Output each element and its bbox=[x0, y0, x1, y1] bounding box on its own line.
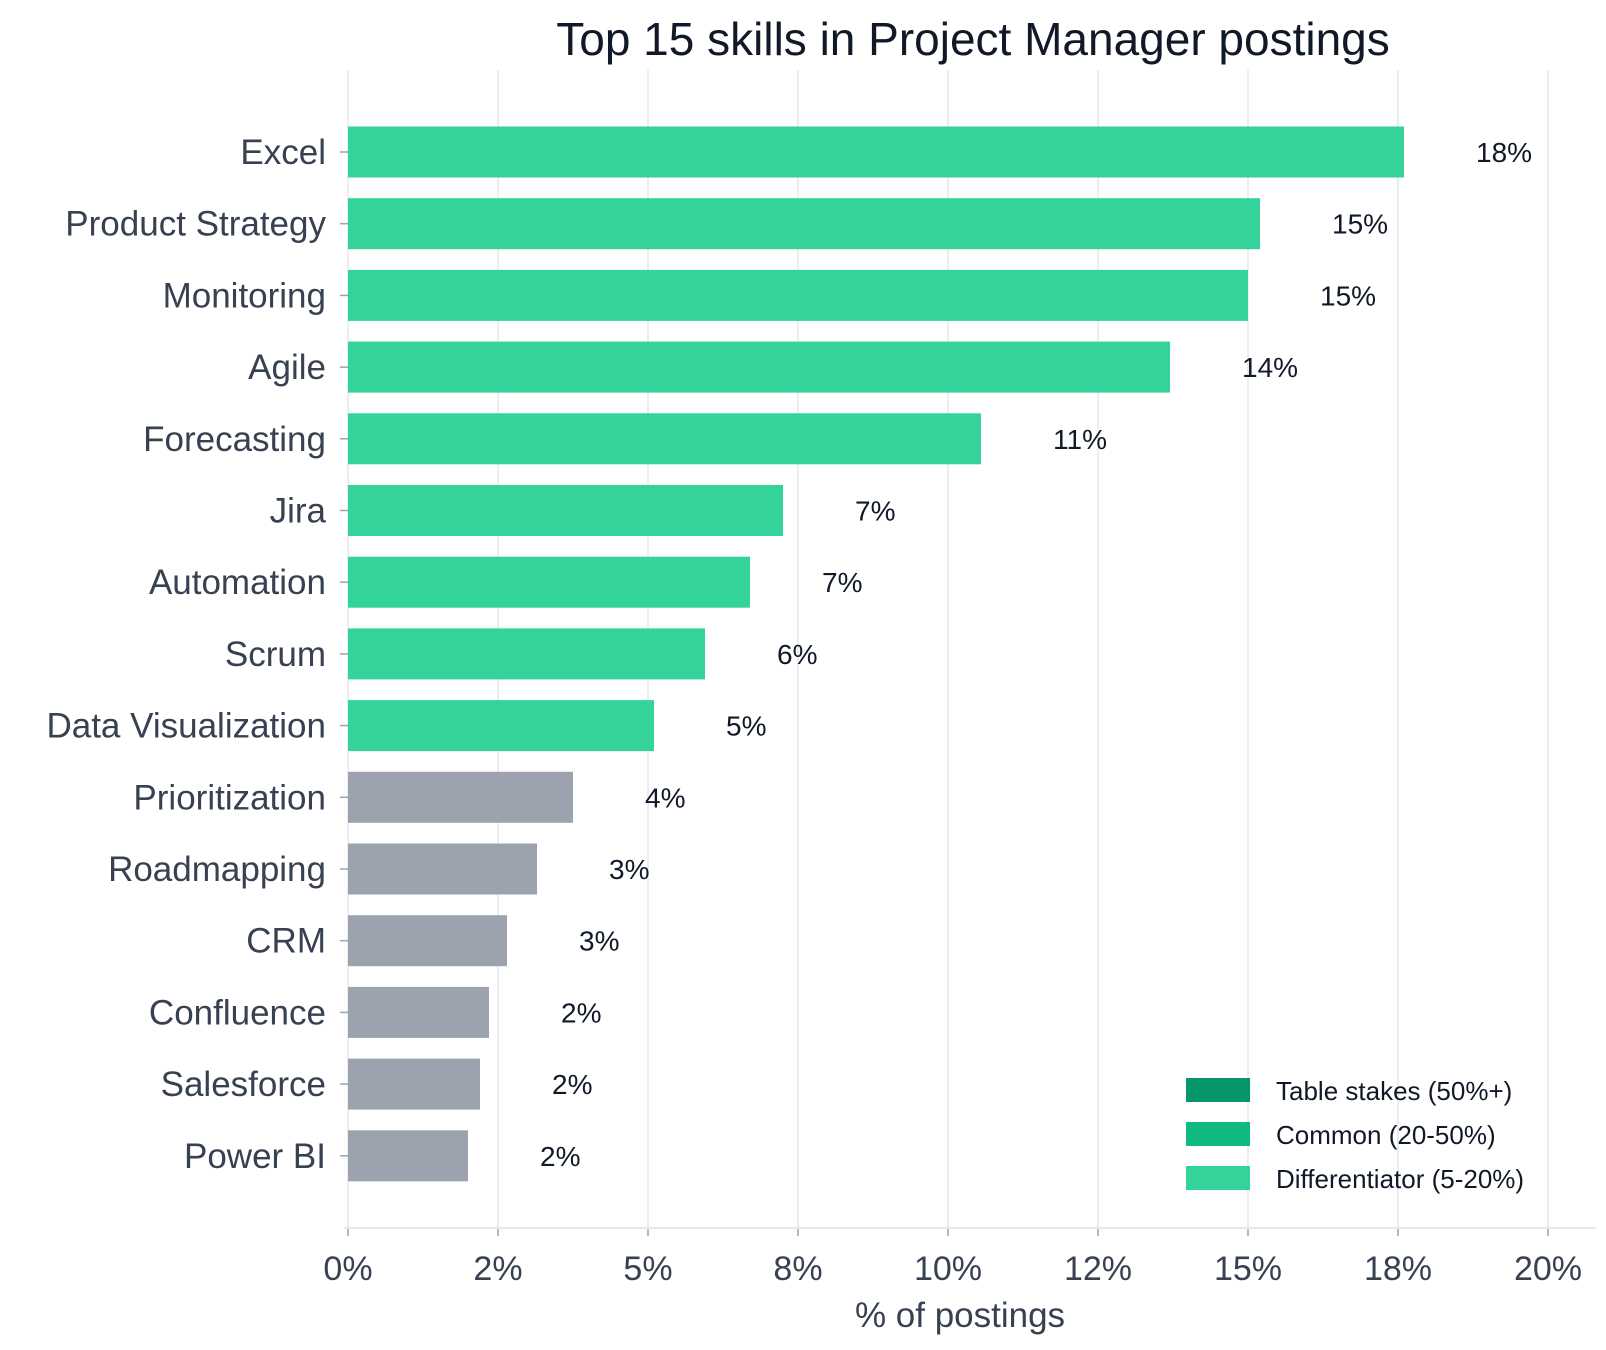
legend-label: Table stakes (50%+) bbox=[1276, 1076, 1512, 1106]
bar bbox=[348, 485, 783, 536]
bar bbox=[348, 915, 507, 967]
category-label: Product Strategy bbox=[65, 205, 326, 244]
x-tick-label: 20% bbox=[1514, 1250, 1582, 1288]
value-label: 2% bbox=[561, 997, 601, 1028]
value-label: 5% bbox=[726, 711, 766, 742]
value-label: 15% bbox=[1332, 209, 1388, 240]
value-label: 3% bbox=[609, 854, 649, 885]
x-tick-label: 2% bbox=[473, 1250, 522, 1288]
x-tick-label: 15% bbox=[1214, 1250, 1282, 1288]
bar bbox=[348, 986, 489, 1038]
legend-label: Common (20-50%) bbox=[1276, 1120, 1496, 1150]
category-label: CRM bbox=[246, 922, 326, 961]
bar bbox=[348, 556, 750, 608]
x-axis: 0% 2% 5% 8% 10% 12% 15% 18% 20% bbox=[323, 1227, 1596, 1288]
value-label: 4% bbox=[645, 782, 685, 813]
category-label: Prioritization bbox=[133, 778, 326, 817]
bar bbox=[348, 1130, 468, 1182]
bar bbox=[348, 628, 705, 680]
x-tick-label: 12% bbox=[1064, 1250, 1132, 1288]
x-axis-label: % of postings bbox=[855, 1296, 1065, 1335]
category-label: Confluence bbox=[149, 993, 326, 1032]
x-tick-label: 18% bbox=[1364, 1250, 1432, 1288]
gridlines bbox=[347, 70, 1549, 1228]
value-label: 15% bbox=[1320, 280, 1376, 311]
value-label: 2% bbox=[552, 1069, 592, 1100]
category-label: Power BI bbox=[184, 1137, 326, 1176]
category-labels: Excel Product Strategy Monitoring Agile Fore… bbox=[46, 133, 348, 1176]
value-labels: 18% 15% 15% 14% 11% 7% 7% 6% 5% 4% 3% 3% 2% 2% 2% bbox=[540, 137, 1532, 1172]
legend: Table stakes (50%+) Common (20-50%) Differ… bbox=[1186, 1076, 1524, 1194]
x-tick-label: 5% bbox=[623, 1250, 672, 1288]
bar bbox=[348, 341, 1170, 393]
bar bbox=[348, 771, 573, 823]
value-label: 18% bbox=[1476, 137, 1532, 168]
bar bbox=[348, 198, 1260, 250]
value-label: 7% bbox=[855, 496, 895, 527]
legend-swatch bbox=[1186, 1166, 1250, 1190]
value-label: 2% bbox=[540, 1141, 580, 1172]
category-label: Salesforce bbox=[161, 1065, 326, 1104]
category-label: Agile bbox=[248, 348, 326, 387]
bar bbox=[348, 126, 1404, 178]
category-label: Automation bbox=[149, 563, 326, 602]
bars bbox=[348, 126, 1404, 1182]
value-label: 3% bbox=[579, 926, 619, 957]
bar bbox=[348, 843, 537, 895]
category-label: Forecasting bbox=[143, 420, 326, 459]
category-label: Monitoring bbox=[163, 276, 326, 315]
x-tick-label: 8% bbox=[773, 1250, 822, 1288]
value-label: 7% bbox=[822, 567, 862, 598]
legend-label: Differentiator (5-20%) bbox=[1276, 1164, 1524, 1194]
category-label: Jira bbox=[270, 492, 327, 531]
x-tick-label: 10% bbox=[914, 1250, 982, 1288]
category-label: Scrum bbox=[225, 635, 326, 674]
legend-swatch bbox=[1186, 1122, 1250, 1146]
legend-swatch bbox=[1186, 1078, 1250, 1102]
value-label: 11% bbox=[1053, 424, 1107, 455]
category-label: Data Visualization bbox=[46, 707, 326, 746]
value-label: 6% bbox=[777, 639, 817, 670]
bar bbox=[348, 269, 1248, 321]
x-tick-label: 0% bbox=[323, 1250, 372, 1288]
bar bbox=[348, 413, 981, 465]
bar bbox=[348, 700, 654, 752]
category-label: Excel bbox=[240, 133, 326, 172]
chart-title: Top 15 skills in Project Manager posting… bbox=[556, 13, 1390, 65]
value-label: 14% bbox=[1242, 352, 1298, 383]
bar bbox=[348, 1058, 480, 1110]
category-label: Roadmapping bbox=[108, 850, 326, 889]
